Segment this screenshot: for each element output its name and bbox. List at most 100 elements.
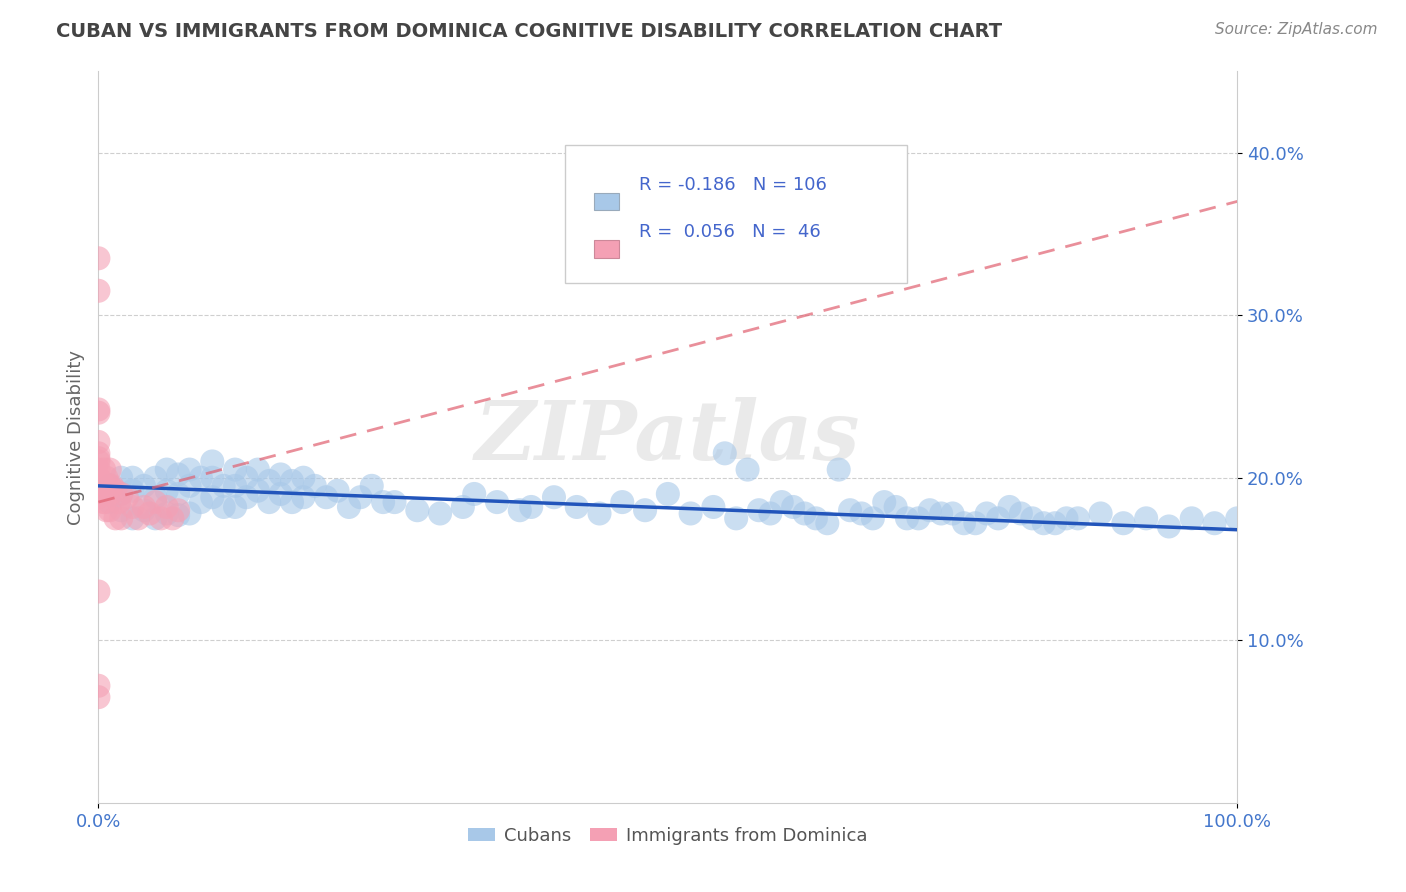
Bar [593,240,619,258]
Point [110,487,132,501]
Point [201,454,224,468]
Point [87,690,110,705]
Point [281,474,304,488]
Point [132,503,155,517]
Point [93,479,115,493]
Point [87,584,110,599]
Point [87,479,110,493]
Point [406,503,429,517]
Point [87,454,110,468]
Point [93,495,115,509]
Point [679,507,702,521]
Point [1226,511,1249,525]
Point [179,479,201,493]
Point [714,446,737,460]
Point [98,479,121,493]
Point [156,500,179,514]
Point [259,495,281,509]
Point [179,462,201,476]
Point [1090,507,1112,521]
Point [292,490,315,504]
Point [110,511,132,525]
Point [96,471,118,485]
Point [224,479,246,493]
Point [463,487,485,501]
Point [884,500,907,514]
Point [815,516,838,531]
Point [156,483,179,498]
Point [235,490,257,504]
Point [281,495,304,509]
Point [145,471,167,485]
Point [725,511,748,525]
Point [87,446,110,460]
Point [759,507,782,521]
Point [565,500,588,514]
Point [110,487,132,501]
Text: R = -0.186   N = 106: R = -0.186 N = 106 [640,176,827,194]
Point [1204,516,1226,531]
Point [998,500,1021,514]
Point [98,503,121,517]
Point [145,511,167,525]
Point [851,507,873,521]
Point [987,511,1010,525]
Point [451,500,474,514]
Point [429,507,451,521]
Point [929,507,952,521]
Point [748,503,770,517]
Point [156,462,179,476]
Point [349,490,371,504]
Point [87,402,110,417]
Point [1112,516,1135,531]
Point [132,500,155,514]
Point [212,479,235,493]
Point [96,483,118,498]
Point [190,471,212,485]
Point [896,511,918,525]
Point [315,490,337,504]
Point [132,479,155,493]
Point [127,511,149,525]
Point [737,462,759,476]
Point [1157,519,1180,533]
Point [167,508,190,522]
Point [1181,511,1204,525]
Point [121,511,143,525]
Point [965,516,987,531]
Point [702,500,724,514]
Point [520,500,543,514]
Point [108,495,131,509]
Point [98,479,121,493]
Point [156,507,179,521]
Point [96,503,118,517]
Point [634,503,657,517]
Point [486,495,509,509]
Point [93,462,115,476]
Point [87,434,110,449]
Point [612,495,634,509]
Point [224,500,246,514]
Point [138,507,160,521]
Point [87,252,110,266]
Point [101,479,124,493]
Y-axis label: Cognitive Disability: Cognitive Disability [66,350,84,524]
Point [543,490,565,504]
Text: ZIPatlas: ZIPatlas [475,397,860,477]
Point [1067,511,1090,525]
Point [87,406,110,420]
Point [179,507,201,521]
Point [145,495,167,509]
Point [167,467,190,482]
Point [976,507,998,521]
Point [828,462,851,476]
Point [360,479,382,493]
Point [224,462,246,476]
Point [509,503,531,517]
Point [953,516,976,531]
Point [1054,511,1078,525]
Point [98,462,121,476]
Point [87,474,110,488]
Point [162,511,184,525]
Point [839,503,862,517]
